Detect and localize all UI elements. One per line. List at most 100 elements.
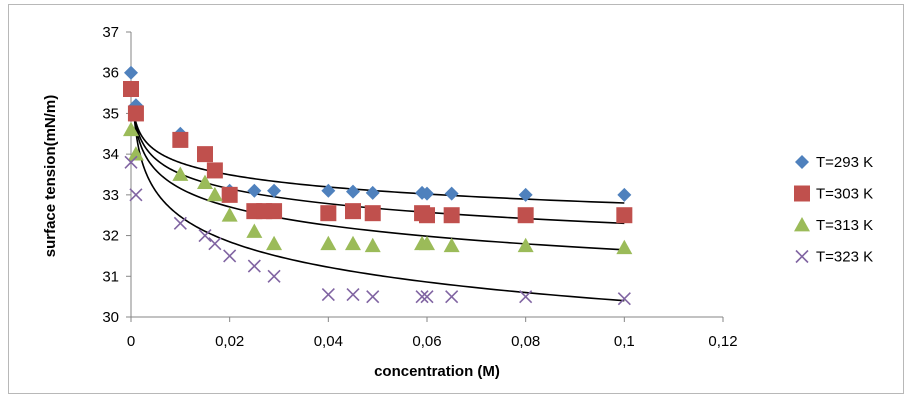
y-tick-label: 37: [102, 24, 119, 41]
data-point: [208, 237, 222, 251]
legend-item: T=313 K: [794, 217, 873, 234]
data-point: [124, 155, 138, 169]
data-point: [124, 65, 138, 80]
data-point: [364, 237, 381, 253]
data-point: [246, 223, 263, 238]
data-point: [221, 207, 238, 222]
data-point: [616, 207, 633, 224]
y-tick-label: 34: [102, 146, 119, 163]
legend-item: T=293 K: [795, 154, 873, 171]
data-point: [345, 203, 361, 220]
data-point: [346, 288, 360, 302]
data-point: [123, 121, 139, 137]
y-tick-label: 35: [102, 105, 119, 122]
data-point: [346, 184, 360, 199]
series-x: [124, 155, 631, 306]
x-axis-title: concentration (M): [374, 363, 500, 380]
x-tick-label: 0,04: [314, 333, 343, 350]
series-triangle: [123, 121, 633, 255]
data-point: [617, 187, 632, 202]
data-point: [616, 239, 633, 255]
x-tick-label: 0,1: [614, 333, 635, 350]
x-marker-stroke: [346, 288, 360, 302]
trendline: [133, 113, 625, 251]
x-marker-stroke: [445, 290, 459, 304]
x-marker-stroke: [795, 249, 809, 264]
data-point: [419, 207, 435, 224]
x-marker-stroke: [208, 237, 222, 251]
data-point: [173, 216, 187, 230]
legend-marker: [795, 155, 809, 169]
data-point: [321, 288, 335, 302]
data-point: [206, 162, 223, 179]
data-point: [247, 259, 261, 273]
data-point: [266, 203, 283, 220]
data-point: [197, 146, 213, 163]
x-marker-stroke: [617, 292, 631, 306]
legend-label: T=293 K: [816, 154, 873, 171]
data-point: [206, 186, 223, 202]
trendline: [133, 113, 625, 225]
data-point: [129, 188, 143, 202]
x-marker-stroke: [223, 249, 237, 263]
data-point: [172, 166, 189, 181]
legend-item: T=303 K: [794, 185, 873, 203]
x-marker-stroke: [267, 269, 281, 283]
data-point: [517, 237, 534, 253]
data-point: [420, 186, 434, 201]
legend: T=293 K T=303 K T=313 K T=323 K: [794, 154, 873, 266]
axes: [126, 31, 724, 322]
x-tick-label: 0,12: [708, 333, 737, 350]
data-point: [172, 131, 189, 148]
x-tick-label: 0,02: [215, 333, 244, 350]
x-marker-stroke: [198, 229, 212, 243]
y-tick-label: 30: [102, 309, 119, 326]
data-point: [197, 174, 213, 190]
x-marker-stroke: [420, 290, 434, 304]
x-marker-stroke: [124, 155, 138, 169]
legend-label: T=323 K: [816, 249, 873, 266]
series-square: [123, 81, 633, 224]
legend-marker: [794, 217, 810, 232]
x-marker-stroke: [247, 259, 261, 273]
trendlines: [133, 113, 625, 302]
data-point: [419, 235, 435, 251]
data-point: [198, 229, 212, 243]
data-point: [266, 235, 283, 251]
data-point: [267, 183, 282, 198]
data-point: [617, 292, 631, 306]
y-tick-label: 33: [102, 187, 119, 204]
data-point: [443, 207, 460, 224]
trendline: [133, 113, 625, 302]
x-marker-stroke: [519, 290, 533, 304]
data-point: [420, 290, 434, 304]
data-point: [519, 290, 533, 304]
x-marker-stroke: [366, 290, 380, 304]
legend-marker: [794, 185, 810, 202]
data-point: [221, 186, 238, 203]
data-point: [123, 81, 139, 97]
x-marker-stroke: [173, 216, 187, 230]
legend-marker: [795, 249, 809, 264]
data-point: [415, 290, 429, 304]
data-point: [364, 205, 381, 222]
data-point: [267, 269, 281, 283]
data-point: [366, 290, 380, 304]
data-point: [320, 235, 337, 251]
data-point: [443, 237, 460, 253]
x-marker-stroke: [129, 188, 143, 202]
data-point: [518, 187, 533, 202]
x-tick-label: 0: [127, 333, 135, 350]
trendline: [133, 113, 625, 204]
data-point: [223, 249, 237, 263]
data-point: [365, 185, 380, 200]
data-point: [444, 186, 459, 201]
x-marker-stroke: [415, 290, 429, 304]
data-point: [127, 105, 144, 122]
tick-labels: 30 31 32 33 34 35 36 37 0 0,02 0,04 0,06 0,08 0,1 0,12: [102, 24, 737, 350]
data-point: [321, 183, 336, 198]
legend-item: T=323 K: [795, 249, 873, 266]
x-tick-label: 0,08: [511, 333, 540, 350]
legend-label: T=313 K: [816, 217, 873, 234]
legend-label: T=303 K: [816, 186, 873, 203]
